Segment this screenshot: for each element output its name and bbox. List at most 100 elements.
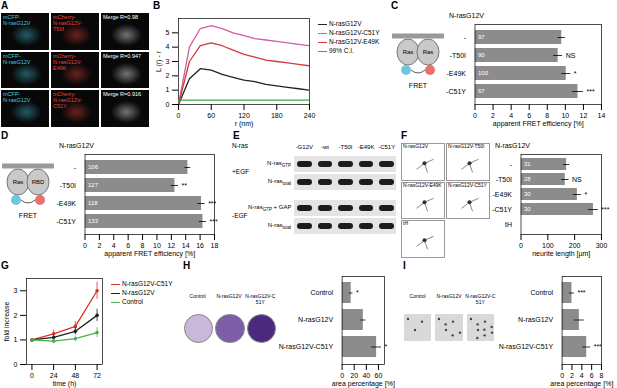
svg-text:0: 0	[473, 112, 477, 119]
svg-text:240: 240	[304, 112, 316, 119]
svg-text:133: 133	[88, 218, 99, 224]
svg-text:NS: NS	[566, 52, 576, 59]
svg-text:106: 106	[88, 164, 99, 170]
svg-text:300: 300	[596, 242, 608, 249]
svg-text:127: 127	[88, 182, 99, 188]
svg-text:-E49K: -E49K	[447, 70, 467, 77]
svg-text:118: 118	[88, 200, 98, 206]
svg-text:-C51Y: -C51Y	[446, 88, 466, 95]
svg-text:fold increase: fold increase	[3, 302, 10, 342]
svg-text:-: -	[510, 161, 513, 168]
svg-text:30: 30	[524, 206, 531, 212]
svg-text:5: 5	[166, 29, 170, 36]
svg-text:40: 40	[362, 372, 370, 379]
svg-text:20: 20	[350, 372, 358, 379]
svg-text:200: 200	[569, 242, 581, 249]
svg-text:r (nm): r (nm)	[235, 120, 254, 128]
svg-text:97: 97	[478, 34, 485, 40]
svg-text:***: ***	[594, 343, 602, 350]
svg-text:*: *	[584, 191, 587, 198]
svg-text:12: 12	[580, 112, 588, 119]
svg-text:0: 0	[519, 242, 523, 249]
svg-text:2: 2	[570, 372, 574, 379]
svg-text:*: *	[384, 343, 387, 350]
svg-text:18: 18	[211, 242, 219, 249]
svg-text:1: 1	[166, 86, 170, 93]
svg-text:time (h): time (h)	[53, 380, 77, 388]
svg-text:4: 4	[509, 112, 513, 119]
svg-text:48: 48	[71, 372, 79, 379]
svg-text:72: 72	[93, 372, 101, 379]
svg-text:*: *	[574, 70, 577, 77]
svg-text:67: 67	[478, 88, 485, 94]
svg-text:-C51Y: -C51Y	[56, 218, 76, 225]
svg-text:60: 60	[375, 372, 383, 379]
svg-text:0: 0	[177, 112, 181, 119]
svg-text:90: 90	[478, 52, 485, 58]
svg-text:24: 24	[50, 372, 58, 379]
svg-text:neurite length [µm]: neurite length [µm]	[532, 250, 590, 258]
svg-text:12: 12	[167, 242, 175, 249]
svg-text:10: 10	[153, 242, 161, 249]
svg-text:2: 2	[491, 112, 495, 119]
svg-text:***: ***	[601, 206, 609, 213]
svg-text:0: 0	[560, 372, 564, 379]
svg-text:120: 120	[238, 112, 250, 119]
svg-text:14: 14	[598, 112, 606, 119]
svg-text:N-rasG12V-C51Y: N-rasG12V-C51Y	[499, 343, 554, 350]
svg-text:3: 3	[14, 287, 18, 294]
svg-text:Ras: Ras	[403, 49, 414, 55]
svg-text:N-rasG12V: N-rasG12V	[518, 316, 553, 323]
svg-text:1: 1	[14, 336, 18, 343]
svg-text:Ras: Ras	[423, 49, 434, 55]
svg-text:-T50I: -T50I	[496, 176, 512, 183]
svg-text:6: 6	[527, 112, 531, 119]
svg-text:N-rasG12V: N-rasG12V	[298, 316, 333, 323]
svg-text:Control: Control	[531, 289, 554, 296]
svg-text:4: 4	[580, 372, 584, 379]
svg-text:RBD: RBD	[32, 179, 45, 185]
svg-text:***: ***	[210, 218, 218, 225]
svg-text:8: 8	[600, 372, 604, 379]
svg-text:100: 100	[542, 242, 554, 249]
svg-text:31: 31	[524, 161, 531, 167]
svg-text:4: 4	[166, 43, 170, 50]
svg-text:4: 4	[112, 242, 116, 249]
svg-text:0: 0	[340, 372, 344, 379]
svg-text:***: ***	[208, 200, 216, 207]
svg-text:***: ***	[586, 88, 594, 95]
svg-text:60: 60	[207, 112, 215, 119]
svg-text:8: 8	[141, 242, 145, 249]
svg-text:FRET: FRET	[409, 82, 428, 89]
svg-text:apparent FRET efficiency [%]: apparent FRET efficiency [%]	[104, 250, 195, 258]
svg-text:180: 180	[271, 112, 283, 119]
svg-text:100: 100	[478, 70, 489, 76]
svg-text:Control: Control	[311, 289, 334, 296]
svg-text:*: *	[356, 289, 359, 296]
svg-text:-C51Y: -C51Y	[492, 206, 512, 213]
svg-text:-: -	[464, 34, 467, 41]
svg-text:28: 28	[524, 176, 531, 182]
svg-text:0: 0	[166, 101, 170, 108]
svg-text:16: 16	[196, 242, 204, 249]
svg-text:6: 6	[590, 372, 594, 379]
svg-text:0: 0	[83, 242, 87, 249]
svg-text:14: 14	[182, 242, 190, 249]
svg-text:N-rasG12V-C51Y: N-rasG12V-C51Y	[279, 343, 334, 350]
svg-text:NS: NS	[572, 176, 582, 183]
svg-text:2: 2	[14, 312, 18, 319]
svg-text:FRET: FRET	[19, 212, 38, 219]
svg-text:-T50I: -T50I	[60, 182, 76, 189]
svg-text:***: ***	[577, 289, 585, 296]
svg-text:area percentage [%]: area percentage [%]	[550, 380, 613, 388]
svg-text:-E49K: -E49K	[57, 200, 77, 207]
svg-text:L (r) - r: L (r) - r	[155, 50, 163, 72]
svg-text:3: 3	[166, 58, 170, 65]
svg-text:**: **	[182, 182, 188, 189]
svg-text:30: 30	[524, 191, 531, 197]
svg-text:tH: tH	[505, 221, 512, 228]
svg-text:Ras: Ras	[13, 179, 24, 185]
svg-text:0: 0	[30, 372, 34, 379]
svg-text:2: 2	[166, 72, 170, 79]
svg-text:-E49K: -E49K	[493, 191, 513, 198]
